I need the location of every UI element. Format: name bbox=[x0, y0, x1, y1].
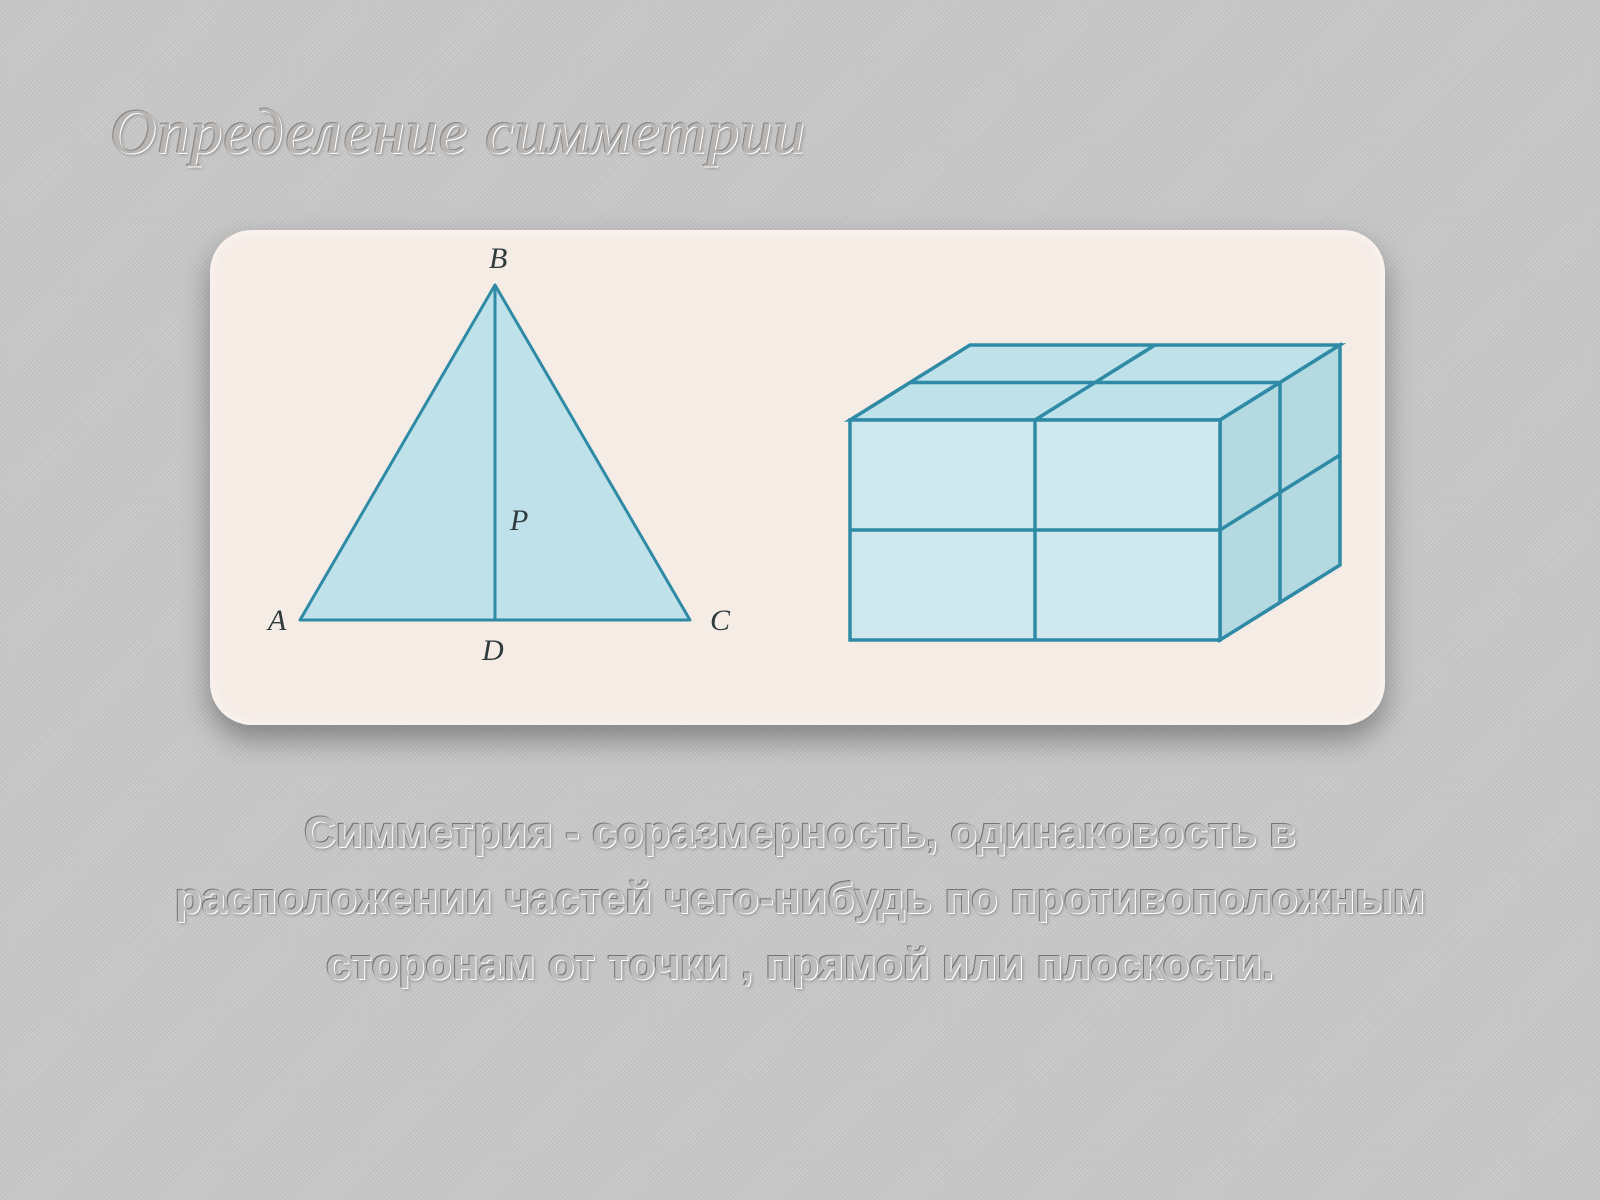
figure-card: A B C D P bbox=[210, 230, 1385, 725]
slide-title: Определение симметрии bbox=[110, 95, 806, 169]
label-C: C bbox=[710, 604, 731, 637]
label-A: A bbox=[266, 604, 287, 637]
label-D: D bbox=[481, 634, 504, 667]
triangle-diagram: A B C D P bbox=[266, 242, 731, 667]
label-P: P bbox=[509, 504, 528, 537]
figure-svg: A B C D P bbox=[210, 230, 1385, 725]
box-diagram bbox=[850, 345, 1340, 640]
label-B: B bbox=[489, 242, 507, 275]
definition-text: Симметрия - соразмерность, одинаковость … bbox=[160, 800, 1440, 998]
